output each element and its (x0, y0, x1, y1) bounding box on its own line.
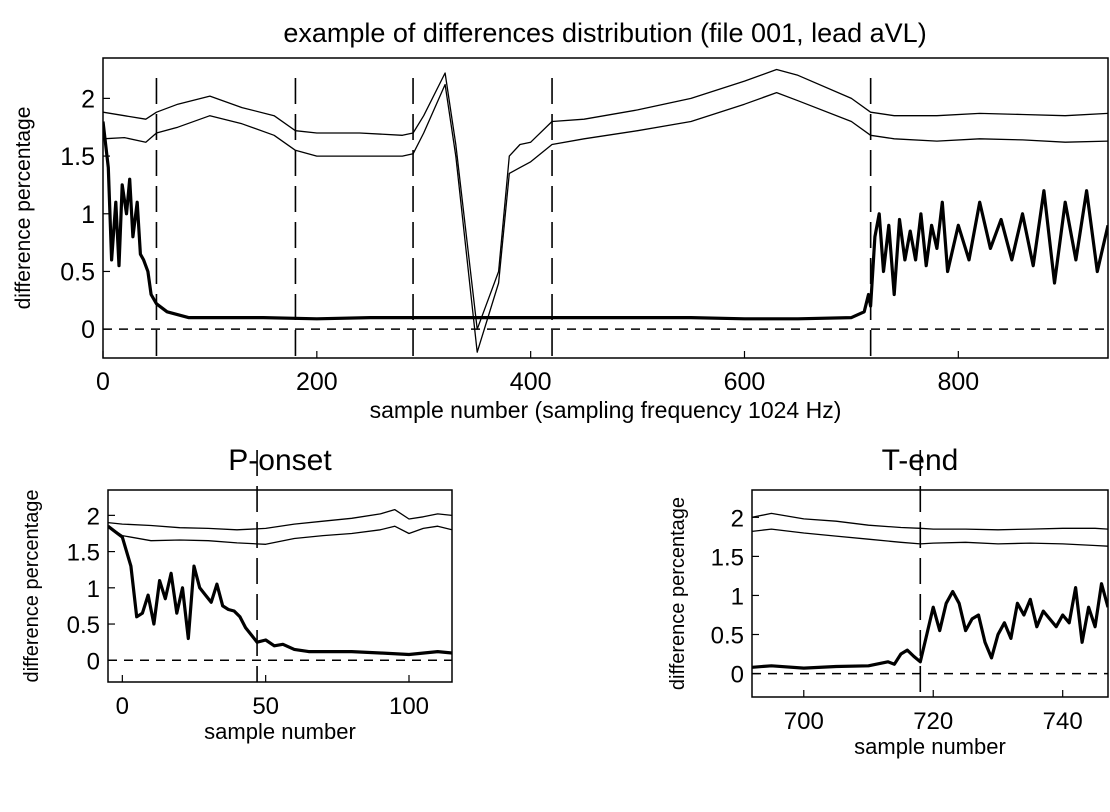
y-tick-label: 1.5 (60, 143, 95, 171)
x-tick-label: 0 (96, 368, 110, 396)
x-tick-label: 720 (913, 708, 953, 735)
y-tick-label: 0.5 (60, 258, 95, 286)
chart-0: 0 200 400 600 800 0 0.5 1 1.5 2 example of differe… (12, 18, 1109, 423)
series-line-1 (103, 83, 1108, 353)
x-tick-label: 0 (116, 693, 129, 720)
plot-area (103, 68, 1108, 353)
y-axis-label: difference percentage (12, 107, 35, 310)
x-tick-label: 200 (296, 368, 338, 396)
y-tick-label: 0.5 (711, 623, 744, 650)
plot-frame (751, 489, 1109, 698)
series-line-0 (108, 508, 452, 531)
y-tick-label: 2 (87, 503, 100, 530)
series-line-1 (752, 528, 1108, 547)
y-tick-label: 1 (87, 576, 100, 603)
chart-title: example of differences distribution (fil… (283, 18, 926, 48)
series-line-2 (108, 524, 452, 657)
x-tick-label: 800 (937, 368, 979, 396)
series-line-1 (108, 525, 452, 545)
series-line-2 (752, 582, 1108, 670)
series-line-2 (103, 121, 1108, 321)
y-tick-label: 1.5 (67, 540, 100, 567)
y-axis-label: difference percentage (667, 497, 689, 690)
x-axis-label: sample number (204, 719, 356, 744)
y-axis-label: difference percentage (21, 489, 43, 682)
x-tick-label: 600 (724, 368, 766, 396)
y-tick-label: 0 (81, 316, 95, 344)
plot-area (752, 512, 1108, 675)
x-axis-label: sample number (854, 734, 1006, 759)
y-tick-label: 0 (731, 662, 744, 689)
chart-title: T-end (882, 444, 959, 477)
plot-frame (107, 489, 453, 683)
x-tick-label: 50 (252, 693, 279, 720)
chart-2: 700 720 740 0 0.5 1 1.5 2 T-end sample number diff… (667, 444, 1109, 759)
chart-1: 0 50 100 0 0.5 1 1.5 2 P-onset sample number diffe… (21, 444, 453, 744)
y-tick-label: 2 (731, 505, 744, 532)
series-line-0 (103, 68, 1108, 330)
x-axis-label: sample number (sampling frequency 1024 H… (370, 397, 842, 423)
plot-area (108, 508, 452, 662)
y-tick-label: 2 (81, 85, 95, 113)
x-tick-label: 100 (389, 693, 429, 720)
y-tick-label: 1.5 (711, 544, 744, 571)
x-tick-label: 700 (784, 708, 824, 735)
y-tick-label: 0.5 (67, 612, 100, 639)
x-tick-label: 400 (510, 368, 552, 396)
chart-title: P-onset (228, 444, 332, 477)
y-tick-label: 1 (81, 201, 95, 229)
plot-frame (102, 57, 1109, 359)
y-tick-label: 0 (87, 648, 100, 675)
x-tick-label: 740 (1043, 708, 1083, 735)
series-line-0 (752, 512, 1108, 531)
y-tick-label: 1 (731, 583, 744, 610)
